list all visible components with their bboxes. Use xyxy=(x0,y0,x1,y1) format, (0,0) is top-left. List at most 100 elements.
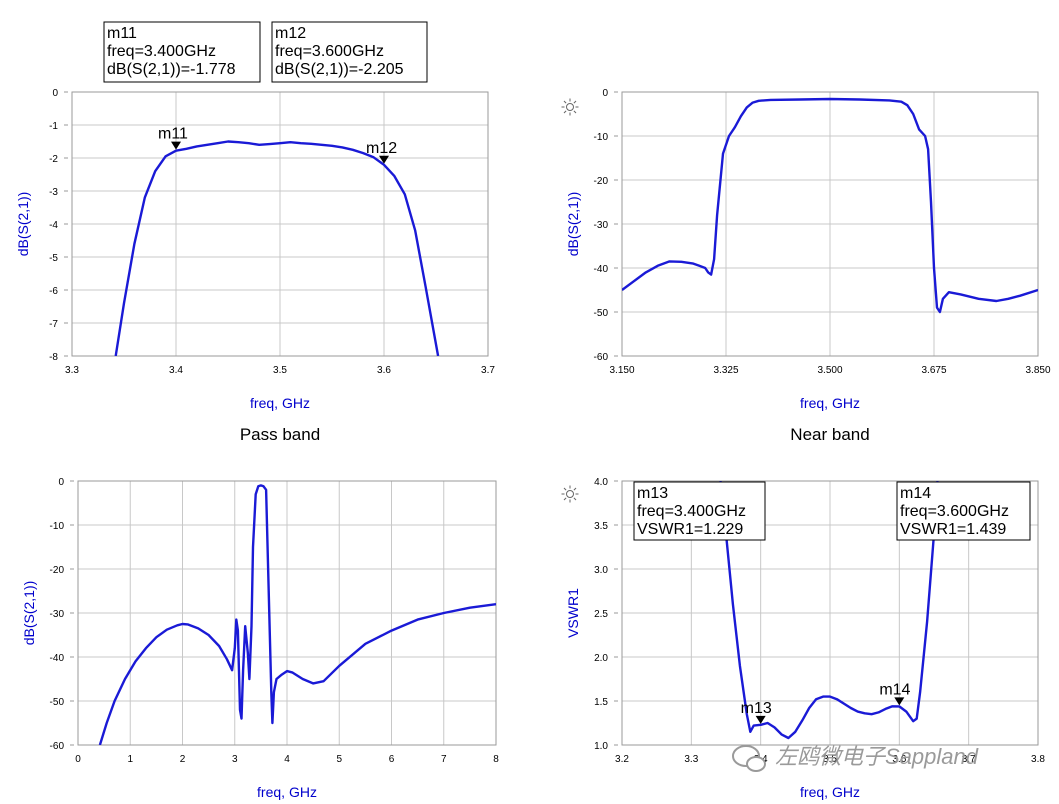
y-tick-label: 3.5 xyxy=(594,521,608,532)
x-tick-label: 5 xyxy=(336,754,342,765)
y-tick-label: -40 xyxy=(50,653,65,664)
y-tick-label: -60 xyxy=(50,741,65,752)
marker-readout-line: freq=3.600GHz xyxy=(900,503,1009,520)
y-tick-label: 1.0 xyxy=(594,741,608,752)
y-tick-label: -10 xyxy=(594,132,609,143)
y-axis-label: VSWR1 xyxy=(565,588,581,638)
x-tick-label: 2 xyxy=(180,754,186,765)
x-tick-label: 3.5 xyxy=(273,365,287,376)
x-tick-label: 3.5 xyxy=(823,754,837,765)
marker-readout-line: m14 xyxy=(900,485,931,502)
y-tick-label: 1.5 xyxy=(594,697,608,708)
sun-icon[interactable] xyxy=(561,98,579,116)
y-tick-label: -6 xyxy=(49,286,58,297)
marker-readout-line: dB(S(2,1))=-1.778 xyxy=(107,61,236,78)
y-tick-label: -3 xyxy=(49,187,58,198)
series-line xyxy=(622,97,1038,314)
x-tick-label: 3.500 xyxy=(817,365,842,376)
marker-triangle-m13[interactable] xyxy=(755,715,766,724)
marker-label-m12: m12 xyxy=(366,140,397,157)
plot-frame xyxy=(71,91,489,357)
chart-panel-4: 3.23.33.43.53.63.73.81.01.52.02.53.03.54… xyxy=(561,477,1045,800)
y-axis-label: dB(S(2,1)) xyxy=(21,581,37,646)
x-tick-label: 3.2 xyxy=(615,754,629,765)
y-tick-label: -2 xyxy=(49,154,58,165)
plot-frame xyxy=(77,480,497,746)
marker-label-m11: m11 xyxy=(158,126,188,143)
y-tick-label: -50 xyxy=(594,308,609,319)
x-tick-label: 4 xyxy=(284,754,290,765)
marker-readout-line: m13 xyxy=(637,485,668,502)
plot-frame xyxy=(621,480,1039,746)
x-tick-label: 3.6 xyxy=(892,754,906,765)
marker-readout-line: m11 xyxy=(107,25,137,42)
y-tick-label: 2.0 xyxy=(594,653,608,664)
y-tick-label: -30 xyxy=(594,220,609,231)
series-line xyxy=(719,481,939,740)
y-tick-label: -10 xyxy=(50,521,65,532)
marker-triangle-m12[interactable] xyxy=(379,155,389,164)
marker-readout-line: VSWR1=1.229 xyxy=(637,521,743,538)
x-tick-label: 3.7 xyxy=(481,365,495,376)
x-tick-label: 3.8 xyxy=(1031,754,1045,765)
x-tick-label: 3 xyxy=(232,754,238,765)
x-tick-label: 3.3 xyxy=(65,365,79,376)
y-tick-label: -20 xyxy=(50,565,65,576)
x-axis-label: freq, GHz xyxy=(800,784,860,800)
chart-panel-1: 3.3 3.4 3.5 3.6 3.7 0 -1 -2 -3 -4 -5 -6 -7 -8 freq, GH… xyxy=(15,21,495,444)
x-tick-label: 3.7 xyxy=(962,754,976,765)
chart-title: Pass band xyxy=(240,425,320,444)
y-axis-label: dB(S(2,1)) xyxy=(565,192,581,257)
chart-panel-3: 0 1 2 3 4 5 6 7 8 0 -10 -20 -30 -40 -50 -60 freq, GHz dB(… xyxy=(21,477,499,800)
marker-readout-line: dB(S(2,1))=-2.205 xyxy=(275,61,404,78)
marker-readout-line: m12 xyxy=(275,25,306,42)
marker-label-m14: m14 xyxy=(879,681,910,698)
y-tick-label: 3.0 xyxy=(594,565,608,576)
x-tick-label: 8 xyxy=(493,754,499,765)
x-tick-label: 1 xyxy=(127,754,133,765)
y-tick-label: -7 xyxy=(49,319,58,330)
y-tick-label: -40 xyxy=(594,264,609,275)
y-tick-label: -4 xyxy=(49,220,58,231)
y-tick-label: 2.5 xyxy=(594,609,608,620)
marker-readout-line: VSWR1=1.439 xyxy=(900,521,1006,538)
chart-title: Near band xyxy=(790,425,869,444)
x-tick-label: 3.3 xyxy=(684,754,698,765)
marker-triangle-m11[interactable] xyxy=(171,141,181,150)
x-tick-label: 3.6 xyxy=(377,365,391,376)
x-axis-label: freq, GHz xyxy=(800,395,860,411)
y-tick-label: -1 xyxy=(49,121,58,132)
series-line xyxy=(114,140,440,356)
chat-bubble-icon xyxy=(732,745,766,772)
x-tick-label: 3.325 xyxy=(713,365,738,376)
x-tick-label: 3.4 xyxy=(169,365,183,376)
marker-readout-box xyxy=(896,481,1031,541)
x-tick-label: 0 xyxy=(75,754,81,765)
marker-readout-box xyxy=(271,21,428,83)
x-axis-label: freq, GHz xyxy=(257,784,317,800)
x-axis-label: freq, GHz xyxy=(250,395,310,411)
x-tick-label: 3.675 xyxy=(921,365,946,376)
marker-label-m13: m13 xyxy=(741,700,772,717)
series-line xyxy=(98,484,496,745)
x-tick-label: 6 xyxy=(389,754,395,765)
plot-frame xyxy=(621,91,1039,357)
y-axis-label: dB(S(2,1)) xyxy=(15,192,31,257)
x-tick-label: 7 xyxy=(441,754,447,765)
watermark-text: 左鸥微电子Sappland xyxy=(775,744,979,769)
marker-triangle-m14[interactable] xyxy=(894,697,905,706)
x-tick-label: 3.850 xyxy=(1025,365,1050,376)
sun-icon[interactable] xyxy=(561,485,579,503)
y-tick-label: -20 xyxy=(594,176,609,187)
y-tick-label: 0 xyxy=(58,477,64,488)
marker-readout-line: freq=3.400GHz xyxy=(637,503,746,520)
y-tick-label: -5 xyxy=(49,253,58,264)
y-tick-label: 4.0 xyxy=(594,477,608,488)
y-tick-label: 0 xyxy=(52,88,58,99)
y-tick-label: -30 xyxy=(50,609,65,620)
marker-readout-box xyxy=(103,21,261,83)
